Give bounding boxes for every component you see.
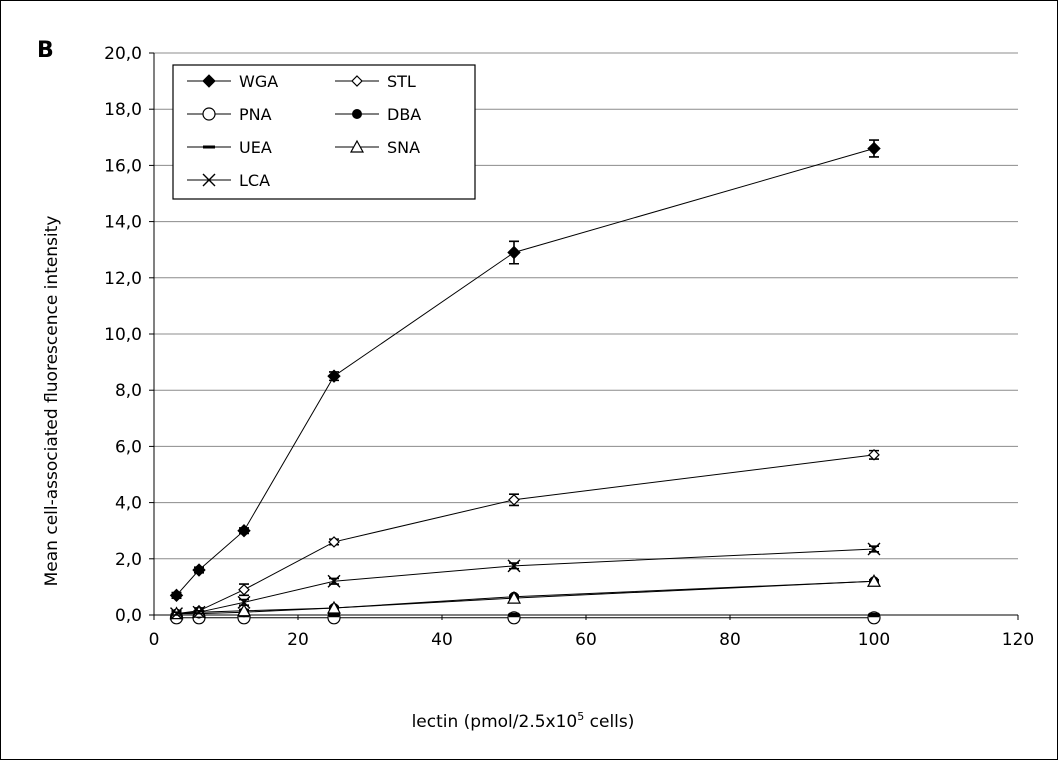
data-point-stl (868, 448, 880, 461)
y-tick-label: 8,0 (115, 381, 142, 401)
series-sna (169, 574, 882, 620)
data-point-sna (236, 603, 252, 617)
x-tick-label: 100 (858, 630, 890, 650)
data-point-sna (506, 590, 522, 604)
data-point-wga (237, 523, 251, 538)
data-point-stl (328, 536, 340, 548)
legend-marker-lca (202, 173, 216, 187)
legend-label-pna: PNA (239, 105, 272, 124)
series-stl (170, 448, 880, 620)
y-axis-label: Mean cell-associated fluorescence intens… (42, 216, 62, 587)
data-point-wga (327, 369, 341, 383)
series-line-wga (176, 148, 875, 596)
data-point-lca (237, 595, 251, 609)
x-tick-label: 60 (575, 630, 597, 650)
grid-lines (149, 52, 1018, 616)
data-point-lca (327, 574, 341, 588)
series-wga (169, 139, 881, 603)
y-tick-label: 14,0 (104, 213, 142, 233)
legend-label-lca: LCA (239, 171, 270, 190)
x-tick-label: 80 (719, 630, 741, 650)
legend-marker-wga (202, 74, 216, 88)
y-tick-label: 4,0 (115, 494, 142, 514)
legend-label-uea: UEA (239, 138, 272, 157)
x-tick-label: 120 (1002, 630, 1034, 650)
series-line-stl (176, 454, 875, 615)
legend-marker-sna (349, 139, 365, 153)
data-point-wga (169, 588, 184, 603)
legend-box (172, 64, 476, 200)
x-tick-label: 20 (287, 630, 309, 650)
series-group (169, 139, 882, 625)
series-uea (170, 612, 880, 618)
series-line-sna (176, 580, 875, 615)
y-tick-label: 6,0 (115, 437, 142, 457)
panel-label: B (37, 38, 54, 63)
y-tick-label: 18,0 (104, 100, 142, 120)
x-axis-label: lectin (pmol/2.5x105 cells) (412, 710, 635, 732)
y-tick-label: 10,0 (104, 325, 142, 345)
data-point-sna (326, 600, 342, 614)
data-point-lca (192, 605, 206, 619)
legend-label-wga: WGA (239, 72, 278, 91)
data-point-stl (508, 493, 520, 506)
x-tick-label: 40 (431, 630, 453, 650)
legend-label-dba: DBA (387, 105, 421, 124)
data-point-lca (867, 542, 881, 556)
data-point-wga (192, 563, 206, 577)
legend-marker-uea (203, 145, 215, 149)
legend-label-sna: SNA (387, 138, 420, 157)
y-tick-label: 2,0 (115, 550, 142, 570)
series-lca (170, 542, 881, 621)
legend-marker-dba (352, 109, 362, 119)
data-point-uea (328, 613, 340, 617)
x-tick-labels: 0 20 40 60 80 100 120 (149, 630, 1035, 650)
data-point-stl (238, 583, 250, 596)
y-tick-labels: 0,0 2,0 4,0 6,0 8,0 10,0 12,0 14,0 16,0 18,0 20,0 (104, 44, 142, 626)
y-tick-label: 16,0 (104, 156, 142, 176)
series-line-lca (176, 548, 875, 615)
data-point-lca (170, 607, 183, 621)
data-point-sna (866, 574, 882, 587)
x-tick-label: 0 (149, 630, 160, 650)
series-pna (169, 611, 881, 625)
data-point-uea (508, 613, 520, 617)
legend-marker-stl (351, 75, 363, 87)
data-point-uea (868, 613, 880, 617)
data-point-wga (867, 141, 881, 156)
y-tick-label: 12,0 (104, 269, 142, 289)
y-tick-label: 20,0 (104, 44, 142, 64)
legend: WGA STL PNA DBA UEA SNA LCA (172, 64, 476, 200)
legend-label-stl: STL (387, 72, 416, 91)
data-point-lca (507, 559, 521, 573)
data-point-wga (507, 245, 521, 260)
y-tick-label: 0,0 (115, 606, 142, 626)
legend-marker-pna (202, 107, 216, 121)
